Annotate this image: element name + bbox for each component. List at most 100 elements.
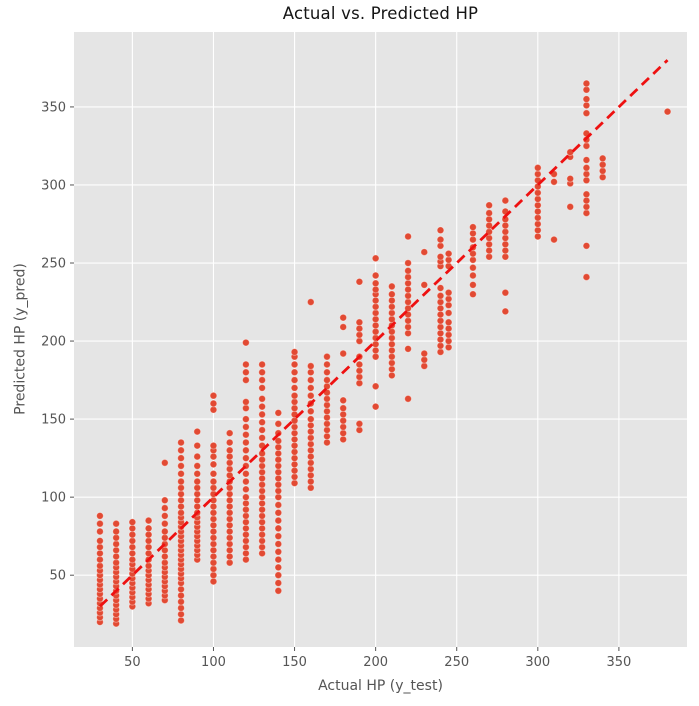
data-point xyxy=(290,466,299,475)
data-point xyxy=(404,345,412,353)
x-tick-label: 200 xyxy=(363,655,388,670)
data-point xyxy=(225,527,234,536)
data-point xyxy=(242,477,250,486)
data-point xyxy=(242,469,250,478)
data-point xyxy=(355,324,364,333)
data-point xyxy=(160,527,169,536)
data-point xyxy=(193,502,202,511)
data-point xyxy=(469,223,477,231)
y-tick-label: 50 xyxy=(49,569,66,584)
data-point xyxy=(258,394,266,403)
data-point xyxy=(306,433,315,442)
data-point xyxy=(436,298,445,306)
data-point xyxy=(177,604,185,612)
data-point xyxy=(225,502,234,511)
data-point xyxy=(242,530,250,539)
data-point xyxy=(225,515,234,523)
data-point xyxy=(193,462,202,470)
data-point xyxy=(290,376,299,384)
data-point xyxy=(209,508,218,517)
data-point xyxy=(128,549,137,558)
data-point xyxy=(469,256,477,264)
data-point xyxy=(388,296,396,305)
data-point xyxy=(225,546,234,555)
data-point xyxy=(290,404,299,413)
data-point xyxy=(306,362,315,370)
data-point xyxy=(306,421,315,430)
data-point xyxy=(209,533,218,542)
data-point xyxy=(371,402,380,411)
data-point xyxy=(274,468,283,477)
data-point xyxy=(388,309,396,317)
data-point xyxy=(242,398,250,406)
data-point xyxy=(388,352,396,361)
data-point xyxy=(371,327,380,336)
data-point xyxy=(112,558,121,567)
data-point xyxy=(128,543,137,551)
data-point xyxy=(96,512,104,520)
x-tick-label: 100 xyxy=(201,655,226,670)
data-point xyxy=(258,512,266,520)
data-point xyxy=(582,190,591,199)
data-point xyxy=(225,521,234,530)
data-point xyxy=(258,410,266,419)
data-point xyxy=(177,502,185,511)
data-point xyxy=(582,95,591,103)
data-point xyxy=(290,473,299,481)
data-point xyxy=(436,226,445,235)
data-point xyxy=(404,232,412,241)
data-point xyxy=(290,435,299,444)
data-point xyxy=(242,404,250,413)
data-point xyxy=(388,334,396,342)
data-point xyxy=(306,440,315,448)
data-point xyxy=(274,532,283,541)
data-point xyxy=(501,196,510,205)
data-point xyxy=(242,543,250,551)
data-point xyxy=(371,352,380,361)
data-point xyxy=(258,524,266,533)
data-point xyxy=(469,235,477,244)
data-point xyxy=(96,555,104,564)
data-point xyxy=(242,512,250,520)
data-point xyxy=(582,209,591,217)
data-point xyxy=(598,154,607,163)
data-point xyxy=(420,355,429,364)
data-point xyxy=(193,490,202,498)
data-point xyxy=(209,515,218,523)
data-point xyxy=(209,441,218,450)
data-point xyxy=(258,384,266,392)
data-point xyxy=(177,462,185,470)
data-point xyxy=(306,483,315,492)
data-point xyxy=(533,232,542,241)
data-point xyxy=(290,348,299,356)
data-point xyxy=(96,527,104,536)
data-point xyxy=(306,391,315,400)
data-point xyxy=(242,518,250,526)
data-point xyxy=(258,480,266,489)
data-point xyxy=(306,465,315,473)
data-point xyxy=(274,540,283,548)
data-point xyxy=(225,552,234,561)
data-point xyxy=(469,290,477,299)
data-point xyxy=(501,246,510,255)
data-point xyxy=(485,215,494,224)
data-point xyxy=(274,508,283,517)
data-point xyxy=(144,543,153,551)
data-point xyxy=(290,368,299,377)
data-point xyxy=(323,413,331,422)
data-point xyxy=(242,360,250,369)
data-point xyxy=(96,543,104,551)
data-point xyxy=(274,555,283,564)
data-point xyxy=(598,173,607,182)
data-point xyxy=(582,101,591,110)
data-point xyxy=(144,530,153,539)
data-point xyxy=(274,579,283,587)
data-point xyxy=(404,285,412,294)
data-point xyxy=(274,501,283,509)
data-point xyxy=(533,220,542,228)
data-point xyxy=(193,496,202,505)
data-point xyxy=(469,263,477,272)
data-point xyxy=(177,438,185,447)
data-point xyxy=(371,302,380,311)
data-point xyxy=(209,558,218,567)
